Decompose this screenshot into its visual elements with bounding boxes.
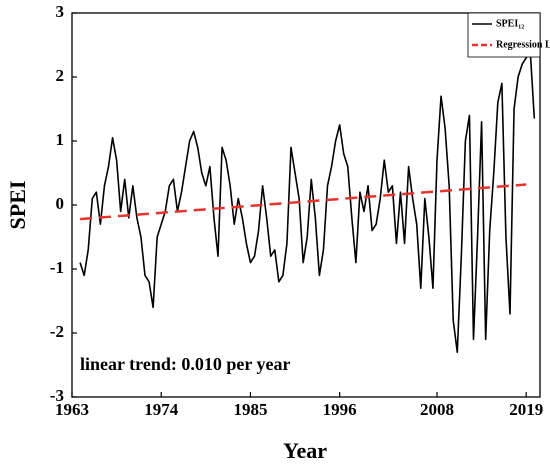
y-axis-label: SPEI (5, 181, 30, 230)
x-tick-label: 2008 (420, 400, 454, 419)
legend-box (467, 12, 541, 58)
annotation: linear trend: 0.010 per year (80, 354, 290, 374)
y-tick-label: 2 (56, 66, 65, 85)
x-tick-label: 1985 (233, 400, 267, 419)
series-line (79, 50, 536, 353)
y-tick-label: 0 (56, 194, 65, 213)
legend-label: Regression Line (496, 39, 550, 50)
y-tick-label: -2 (50, 322, 64, 341)
legend-label: SPEI₁₂ (496, 18, 524, 29)
plot-frame (71, 12, 541, 398)
x-tick-label: 2019 (509, 400, 543, 419)
y-tick-label: 1 (56, 130, 65, 149)
x-tick-label: 1974 (144, 400, 179, 419)
series-line (80, 183, 527, 221)
x-axis-label: Year (283, 438, 327, 463)
x-tick-label: 1996 (323, 400, 357, 419)
y-tick-label: 3 (56, 2, 65, 21)
y-tick-label: -1 (50, 258, 64, 277)
y-tick-label: -3 (50, 386, 64, 405)
x-tick-label: 1963 (55, 400, 89, 419)
